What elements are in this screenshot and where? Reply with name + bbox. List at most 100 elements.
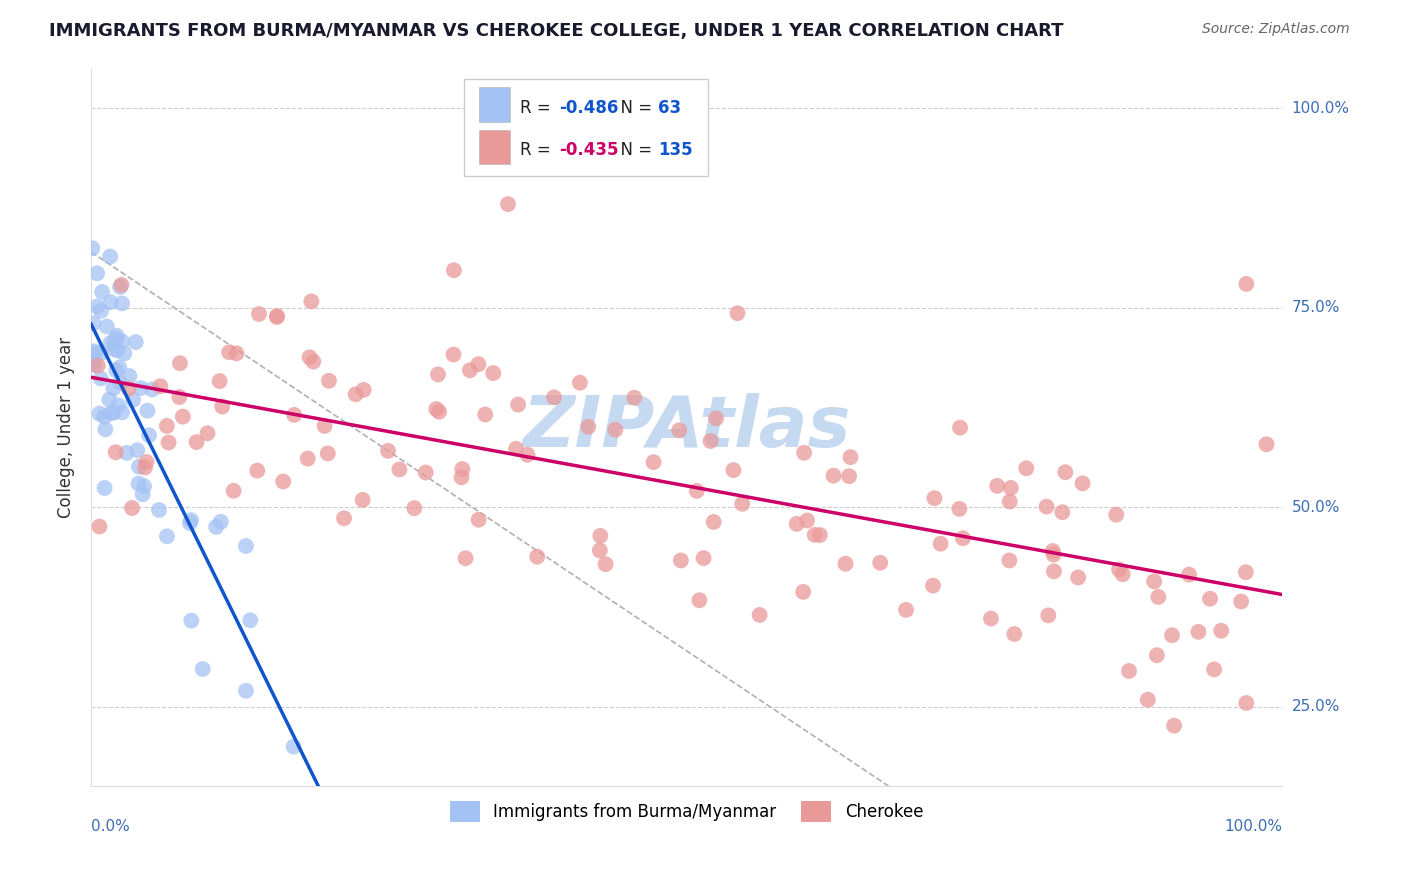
- Point: [669, 553, 692, 567]
- Point: [1143, 574, 1166, 589]
- Point: [731, 497, 754, 511]
- Text: 50.0%: 50.0%: [1292, 500, 1340, 515]
- Point: [318, 374, 340, 388]
- Point: [103, 343, 125, 357]
- Point: [103, 336, 125, 351]
- Point: [83, 344, 105, 359]
- Point: [834, 557, 856, 571]
- Text: 100.0%: 100.0%: [1225, 819, 1282, 834]
- Point: [1136, 692, 1159, 706]
- Point: [100, 335, 122, 350]
- Legend: Immigrants from Burma/Myanmar, Cherokee: Immigrants from Burma/Myanmar, Cherokee: [443, 795, 929, 829]
- Point: [1204, 662, 1226, 676]
- Point: [1067, 570, 1090, 584]
- Text: -0.486: -0.486: [560, 99, 619, 117]
- Point: [1187, 624, 1209, 639]
- Point: [952, 531, 974, 545]
- Point: [589, 529, 612, 543]
- Point: [543, 390, 565, 404]
- Point: [90, 346, 112, 360]
- Point: [427, 405, 450, 419]
- Point: [415, 466, 437, 480]
- Point: [197, 426, 219, 441]
- Point: [136, 403, 159, 417]
- Text: ZIPAtlas: ZIPAtlas: [523, 393, 851, 462]
- Point: [82, 317, 104, 331]
- Point: [1230, 594, 1253, 608]
- Text: IMMIGRANTS FROM BURMA/MYANMAR VS CHEROKEE COLLEGE, UNDER 1 YEAR CORRELATION CHAR: IMMIGRANTS FROM BURMA/MYANMAR VS CHEROKE…: [49, 22, 1064, 40]
- Point: [298, 351, 321, 365]
- Point: [688, 593, 710, 607]
- Point: [128, 476, 150, 491]
- Point: [980, 611, 1002, 625]
- Point: [127, 443, 149, 458]
- Point: [103, 381, 125, 395]
- Point: [425, 402, 447, 417]
- Point: [1147, 590, 1170, 604]
- Point: [156, 529, 179, 543]
- Point: [314, 418, 336, 433]
- Point: [239, 613, 262, 627]
- Point: [333, 511, 356, 525]
- Point: [786, 516, 808, 531]
- Point: [1163, 719, 1185, 733]
- Point: [1234, 696, 1257, 710]
- Point: [803, 528, 825, 542]
- Point: [135, 455, 157, 469]
- Point: [98, 392, 121, 407]
- Point: [605, 423, 627, 437]
- Point: [299, 294, 322, 309]
- Point: [922, 579, 945, 593]
- Point: [141, 383, 163, 397]
- Point: [134, 460, 156, 475]
- Point: [793, 446, 815, 460]
- Point: [353, 383, 375, 397]
- Point: [727, 306, 749, 320]
- Point: [122, 392, 145, 407]
- Point: [247, 307, 270, 321]
- Y-axis label: College, Under 1 year: College, Under 1 year: [58, 337, 75, 518]
- Point: [1042, 548, 1064, 562]
- Text: 0.0%: 0.0%: [91, 819, 129, 834]
- Point: [96, 319, 118, 334]
- Point: [703, 515, 725, 529]
- Point: [869, 556, 891, 570]
- Point: [496, 197, 519, 211]
- Text: R =: R =: [520, 141, 555, 159]
- Point: [1035, 500, 1057, 514]
- Text: 25.0%: 25.0%: [1292, 699, 1340, 714]
- Point: [1112, 567, 1135, 582]
- Point: [129, 381, 152, 395]
- Point: [1000, 481, 1022, 495]
- Point: [112, 346, 135, 360]
- Point: [191, 662, 214, 676]
- Point: [172, 409, 194, 424]
- Point: [115, 446, 138, 460]
- Point: [105, 328, 128, 343]
- Point: [222, 483, 245, 498]
- Point: [186, 435, 208, 450]
- Point: [986, 479, 1008, 493]
- Point: [516, 448, 538, 462]
- Point: [568, 376, 591, 390]
- Point: [352, 492, 374, 507]
- Point: [91, 285, 114, 299]
- Point: [474, 408, 496, 422]
- Point: [111, 334, 134, 349]
- Point: [1038, 608, 1060, 623]
- Point: [138, 428, 160, 442]
- Point: [82, 356, 104, 370]
- Point: [388, 462, 411, 476]
- Point: [949, 420, 972, 434]
- Point: [87, 359, 110, 373]
- Point: [686, 483, 709, 498]
- Point: [748, 607, 770, 622]
- Point: [998, 553, 1021, 567]
- Point: [1234, 277, 1257, 291]
- Point: [1146, 648, 1168, 663]
- Point: [948, 501, 970, 516]
- Point: [180, 513, 202, 527]
- Point: [131, 487, 153, 501]
- Point: [121, 501, 143, 516]
- Point: [118, 369, 141, 384]
